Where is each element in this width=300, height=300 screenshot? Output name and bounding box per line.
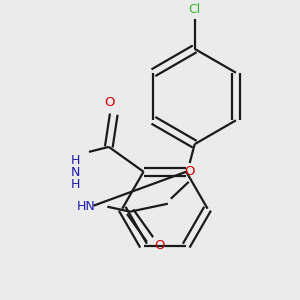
Text: O: O (104, 96, 115, 109)
Text: N: N (70, 166, 80, 179)
Text: Cl: Cl (188, 3, 201, 16)
Text: H: H (70, 178, 80, 191)
Text: O: O (184, 166, 195, 178)
Text: O: O (154, 239, 164, 252)
Text: HN: HN (77, 200, 95, 213)
Text: H: H (70, 154, 80, 167)
